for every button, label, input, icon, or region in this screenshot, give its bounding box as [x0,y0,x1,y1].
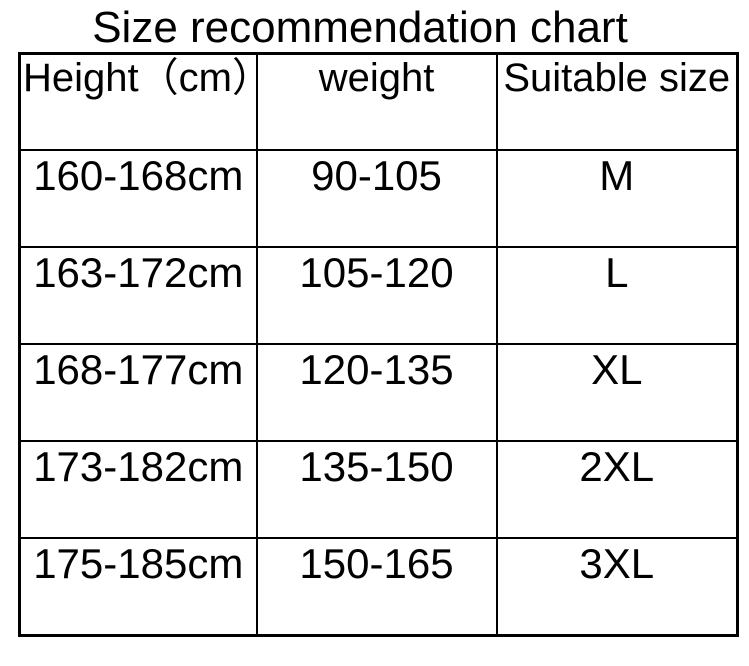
table-row: 163-172cm 105-120 L [18,246,739,345]
weight-cell: 90-105 [255,149,498,248]
header-row: Height（cm） weight Suitable size [18,52,739,151]
column-header-suitable-size: Suitable size [495,52,739,151]
column-header-weight: weight [255,52,498,151]
table-row: 173-182cm 135-150 2XL [18,440,739,539]
height-cell: 173-182cm [18,440,258,539]
size-cell: L [495,246,739,345]
size-table: Height（cm） weight Suitable size 160-168c… [18,52,739,637]
weight-cell: 120-135 [255,343,498,442]
size-cell: M [495,149,739,248]
weight-cell: 150-165 [255,537,498,637]
size-cell: 3XL [495,537,739,637]
table-row: 168-177cm 120-135 XL [18,343,739,442]
height-cell: 160-168cm [18,149,258,248]
height-cell: 163-172cm [18,246,258,345]
size-cell: 2XL [495,440,739,539]
table-row: 160-168cm 90-105 M [18,149,739,248]
height-cell: 168-177cm [18,343,258,442]
size-cell: XL [495,343,739,442]
page-title: Size recommendation chart [92,3,628,52]
column-header-height: Height（cm） [18,52,258,151]
weight-cell: 135-150 [255,440,498,539]
height-cell: 175-185cm [18,537,258,637]
weight-cell: 105-120 [255,246,498,345]
table-row: 175-185cm 150-165 3XL [18,537,739,637]
